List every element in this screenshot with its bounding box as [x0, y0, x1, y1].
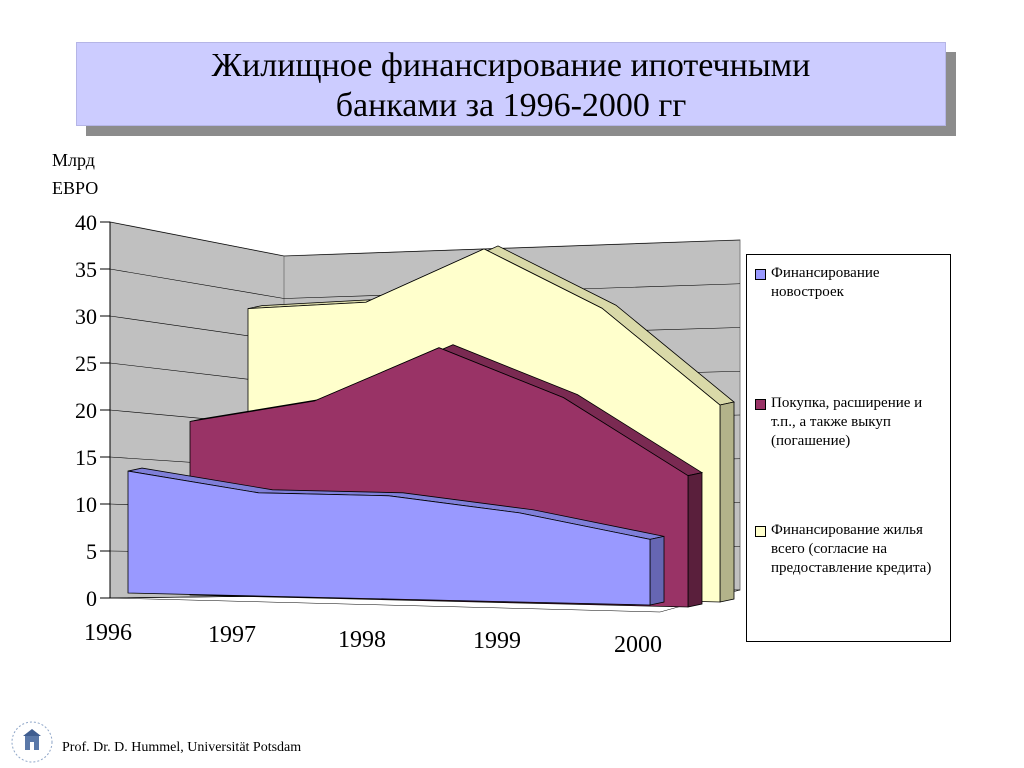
x-tick-label: 2000 [614, 632, 662, 658]
legend-swatch-2 [755, 399, 766, 410]
gridline-left [109, 268, 285, 299]
x-tick-label: 1999 [473, 628, 521, 654]
x-tick-label: 1997 [208, 622, 256, 648]
footer-credit: Prof. Dr. D. Hummel, Universität Potsdam [62, 740, 302, 755]
y-tick-label: 0 [86, 586, 97, 611]
y-tick-label: 15 [75, 445, 97, 470]
legend-item-1: Финансирование новостроек [755, 264, 950, 302]
legend-label-2: Покупка, расширение и т.п., а также выку… [771, 395, 923, 449]
series-1-side-face [649, 535, 665, 606]
y-tick-label: 30 [75, 304, 97, 329]
x-tick-label: 1998 [338, 627, 386, 653]
y-tick-label: 40 [75, 210, 97, 235]
y-tick-label: 5 [86, 539, 97, 564]
chart-axes: 0 5 10 15 20 25 30 35 40 1996 1997 1998 1999 2000 [75, 210, 662, 658]
legend-swatch-3 [755, 526, 766, 537]
legend-label-3: Финансирование жилья всего (согласие на … [771, 522, 932, 576]
chart-series [127, 245, 735, 608]
y-tick-label: 20 [75, 398, 97, 423]
title-line-2: банками за 1996-2000 гг [335, 87, 687, 124]
gridline-left [109, 221, 285, 257]
y-axis-unit-line-2: ЕВРО [52, 178, 99, 198]
y-axis-unit: Млрд ЕВРО [52, 146, 98, 202]
y-tick-label: 25 [75, 351, 97, 376]
chart-legend: Финансирование новостроек Покупка, расши… [746, 254, 951, 642]
y-tick-label: 10 [75, 492, 97, 517]
slide-title: Жилищное финансирование ипотечными банка… [76, 42, 946, 126]
legend-swatch-1 [755, 269, 766, 280]
y-tick-label: 35 [75, 257, 97, 282]
legend-label-1: Финансирование новостроек [771, 265, 880, 300]
gridline-back [283, 239, 741, 257]
series-1-area [127, 470, 651, 606]
series-3-side-face [719, 401, 735, 603]
title-line-1: Жилищное финансирование ипотечными [211, 47, 811, 84]
legend-item-2: Покупка, расширение и т.п., а также выку… [755, 394, 950, 451]
y-axis-unit-line-1: Млрд [52, 150, 95, 170]
series-2-side-face [687, 472, 703, 608]
legend-item-3: Финансирование жилья всего (согласие на … [755, 521, 950, 578]
x-tick-label: 1996 [84, 620, 132, 646]
university-seal-icon [11, 721, 53, 763]
